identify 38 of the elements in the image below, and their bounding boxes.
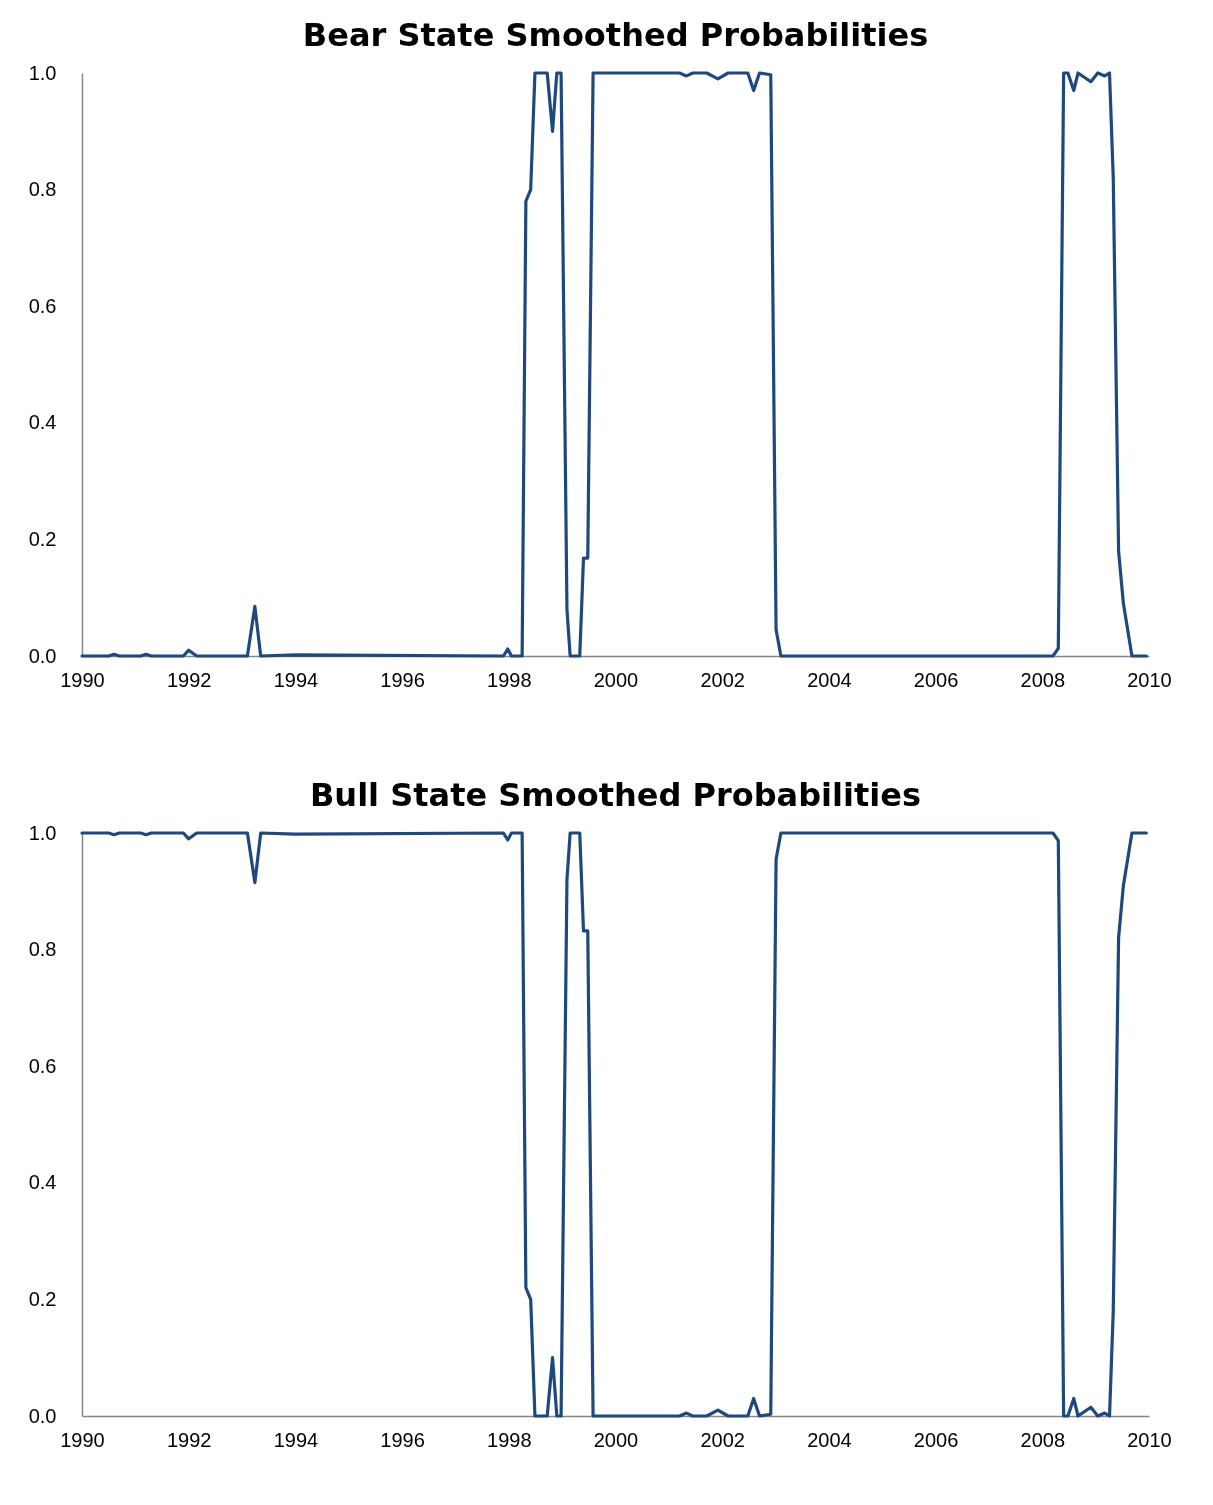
x-tick-label: 2010 <box>1127 668 1172 691</box>
y-tick-label: 0.0 <box>28 1404 57 1427</box>
x-tick-label: 2004 <box>807 1428 852 1451</box>
y-tick-label: 1.0 <box>28 61 57 84</box>
x-tick-label: 2002 <box>700 1428 745 1451</box>
chart-title: Bull State Smoothed Probabilities <box>309 776 922 814</box>
y-tick-label: 0.8 <box>28 938 57 961</box>
x-tick-label: 1996 <box>380 668 425 691</box>
x-tick-label: 2000 <box>593 668 639 691</box>
x-tick-label: 1992 <box>166 1428 212 1451</box>
x-tick-label: 1996 <box>380 1428 425 1451</box>
x-tick-label: 2006 <box>913 1428 959 1451</box>
x-tick-label: 2004 <box>807 668 852 691</box>
y-tick-label: 0.2 <box>28 527 57 550</box>
y-tick-label: 0.2 <box>28 1287 57 1310</box>
x-tick-label: 1992 <box>166 668 212 691</box>
y-tick-label: 0.6 <box>28 294 57 317</box>
y-tick-label: 0.4 <box>28 1171 57 1194</box>
x-tick-label: 2000 <box>593 1428 639 1451</box>
x-tick-label: 1994 <box>273 1428 319 1451</box>
x-tick-label: 2008 <box>1020 1428 1066 1451</box>
line-series <box>80 71 1148 658</box>
line-series <box>80 831 1148 1418</box>
x-tick-label: 1998 <box>487 1428 532 1451</box>
x-tick-label: 1990 <box>60 1428 105 1451</box>
x-tick-label: 2002 <box>700 668 745 691</box>
x-tick-label: 1990 <box>60 668 105 691</box>
x-tick-label: 2010 <box>1127 1428 1172 1451</box>
y-tick-label: 0.4 <box>28 411 57 434</box>
x-tick-label: 1994 <box>273 668 319 691</box>
chart-title: Bear State Smoothed Probabilities <box>302 16 929 54</box>
y-tick-label: 0.8 <box>28 178 57 201</box>
x-tick-label: 2008 <box>1020 668 1066 691</box>
x-tick-label: 2006 <box>913 668 959 691</box>
y-tick-label: 0.6 <box>28 1054 57 1077</box>
y-tick-label: 0.0 <box>28 644 57 667</box>
x-tick-label: 1998 <box>487 668 532 691</box>
y-tick-label: 1.0 <box>28 821 57 844</box>
